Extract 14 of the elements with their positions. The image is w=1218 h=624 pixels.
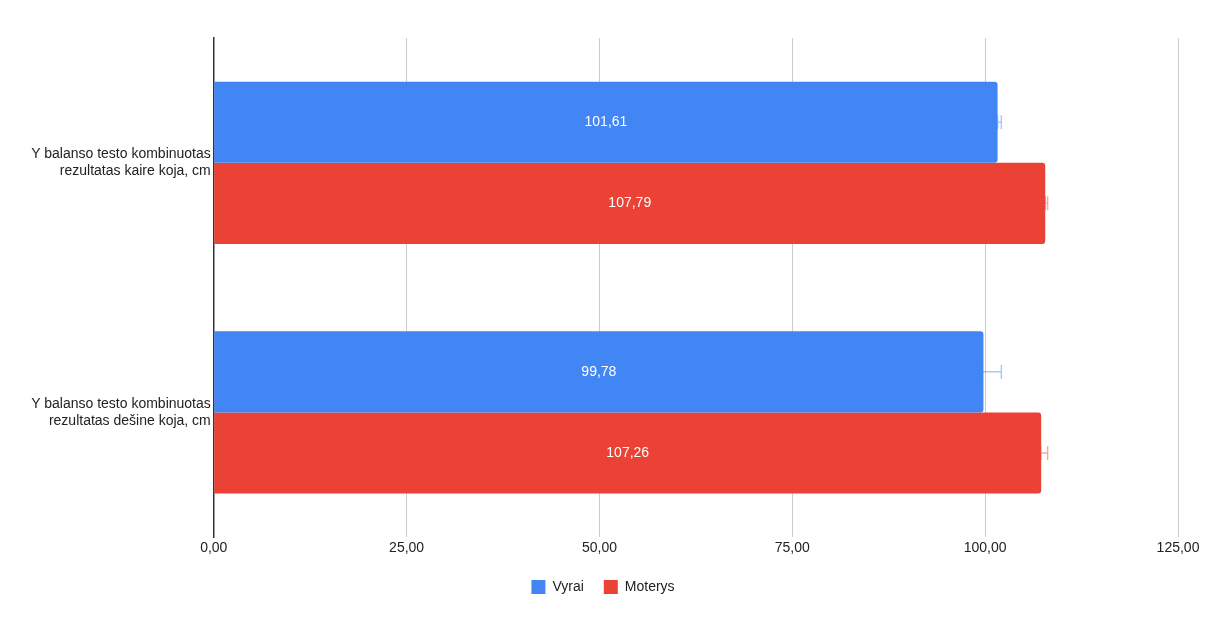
x-tick-label: 25,00	[389, 539, 425, 556]
y-tick-label: Y balanso testo kombinuotas rezultatas dešine koja, cm	[31, 394, 211, 428]
x-tick-label: 100,00	[963, 539, 1007, 556]
x-tick-label: 0,00	[200, 539, 228, 556]
legend-label: Moterys	[624, 577, 675, 594]
data-label: 101,61	[584, 113, 628, 130]
x-tick-label: 50,00	[581, 539, 618, 556]
data-label: 107,26	[606, 443, 650, 460]
x-tick-label: 125,00	[1156, 539, 1200, 556]
legend-label: Vyrai	[552, 577, 584, 594]
data-label: 107,79	[608, 194, 652, 211]
x-tick-label: 75,00	[774, 539, 811, 556]
data-label: 99,78	[581, 362, 617, 379]
y-tick-label: Y balanso testo kombinuotas rezultatas kaire koja, cm	[31, 145, 211, 179]
